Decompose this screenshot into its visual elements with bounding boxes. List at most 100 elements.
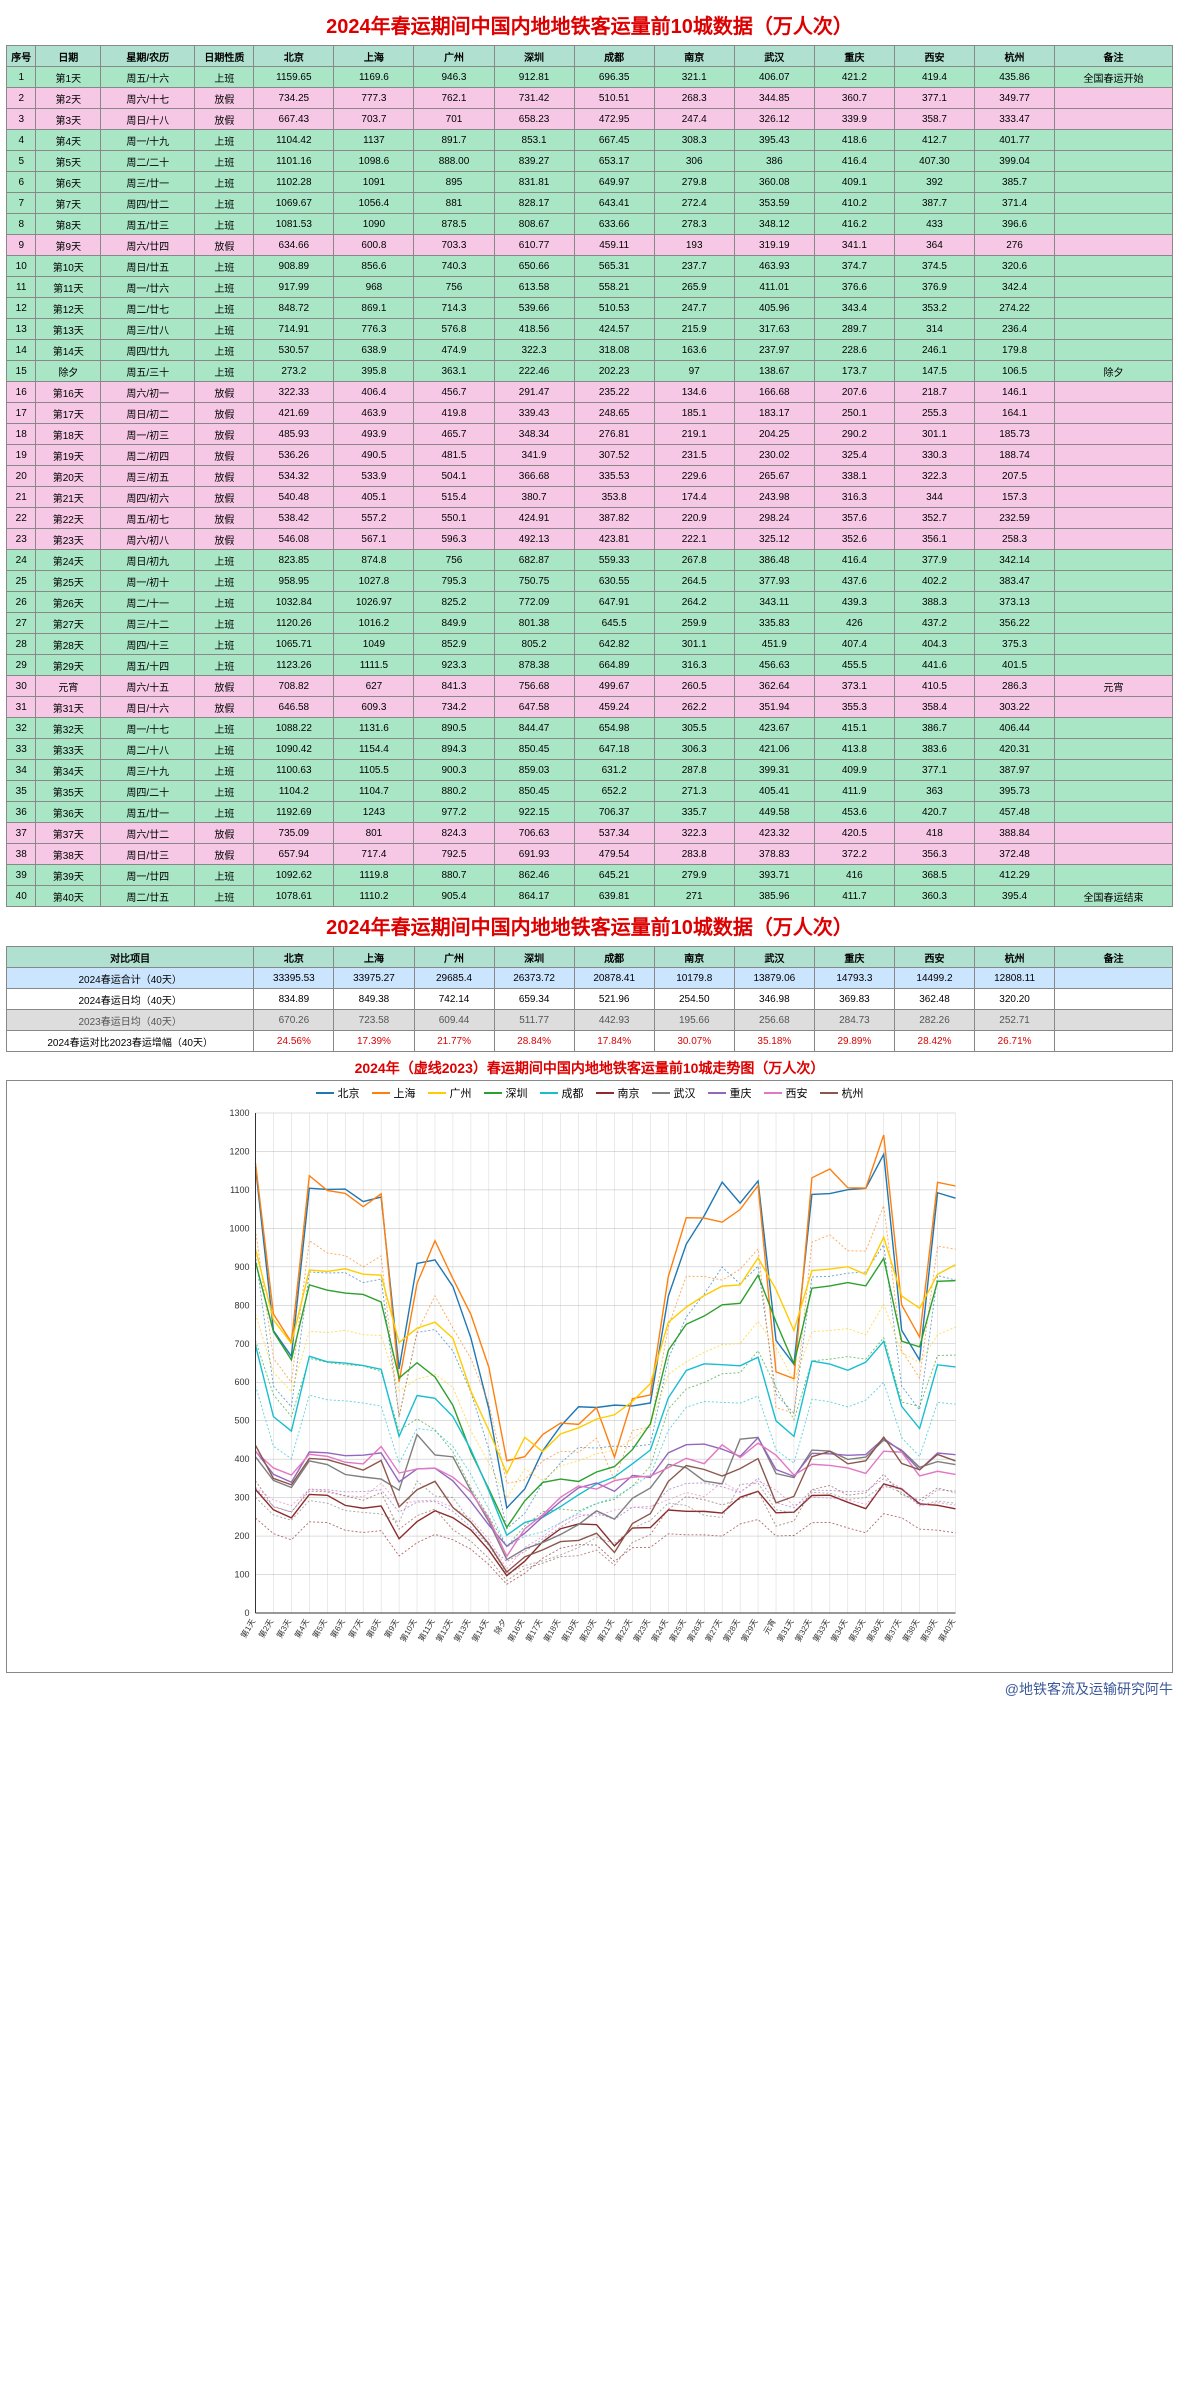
table-row: 35第35天周四/二十上班1104.21104.7880.2850.45652.… [7,781,1173,802]
svg-text:400: 400 [234,1454,249,1464]
table-row: 21第21天周四/初六放假540.48405.1515.4380.7353.81… [7,487,1173,508]
city-header: 成都 [574,46,654,67]
legend-item: 北京 [316,1085,360,1101]
legend-item: 武汉 [652,1085,696,1101]
summary-row: 2024春运日均（40天）834.89849.38742.14659.34521… [7,989,1173,1010]
summary-row: 2024春运对比2023春运增幅（40天）24.56%17.39%21.77%2… [7,1031,1173,1052]
city-header: 深圳 [494,46,574,67]
table-row: 16第16天周六/初一放假322.33406.4456.7291.47235.2… [7,382,1173,403]
table-row: 29第29天周五/十四上班1123.261111.5923.3878.38664… [7,655,1173,676]
legend-item: 西安 [764,1085,808,1101]
table-row: 10第10天周日/廿五上班908.89856.6740.3650.66565.3… [7,256,1173,277]
svg-text:0: 0 [244,1608,249,1618]
svg-text:第8天: 第8天 [364,1617,383,1640]
table-row: 14第14天周四/廿九上班530.57638.9474.9322.3318.08… [7,340,1173,361]
table-row: 12第12天周二/廿七上班848.72869.1714.3539.66510.5… [7,298,1173,319]
svg-text:500: 500 [234,1416,249,1426]
table-row: 40第40天周二/廿五上班1078.611110.2905.4864.17639… [7,886,1173,907]
table-row: 24第24天周日/初九上班823.85874.8756682.87559.332… [7,550,1173,571]
table-row: 33第33天周二/十八上班1090.421154.4894.3850.45647… [7,739,1173,760]
city-header: 广州 [414,46,494,67]
svg-text:1100: 1100 [230,1185,249,1195]
main-title-1: 2024年春运期间中国内地地铁客运量前10城数据（万人次） [6,10,1173,39]
svg-text:1300: 1300 [229,1108,249,1118]
footer-credit: @地铁客流及运输研究阿牛 [6,1679,1173,1699]
svg-text:第9天: 第9天 [382,1617,401,1640]
legend-item: 重庆 [708,1085,752,1101]
svg-text:第3天: 第3天 [274,1617,293,1640]
svg-text:除夕: 除夕 [492,1617,509,1636]
col-header: 星期/农历 [101,46,195,67]
svg-text:100: 100 [234,1570,249,1580]
table-row: 39第39天周一/廿四上班1092.621119.8880.7862.46645… [7,865,1173,886]
table-row: 32第32天周一/十七上班1088.221131.6890.5844.47654… [7,718,1173,739]
svg-text:700: 700 [234,1339,249,1349]
table-row: 17第17天周日/初二放假421.69463.9419.8339.43248.6… [7,403,1173,424]
svg-text:元宵: 元宵 [761,1617,778,1636]
city-header: 杭州 [975,46,1055,67]
table-row: 38第38天周日/廿三放假657.94717.4792.5691.93479.5… [7,844,1173,865]
summary-row: 2023春运日均（40天）670.26723.58609.44511.77442… [7,1010,1173,1031]
table-row: 28第28天周四/十三上班1065.711049852.9805.2642.82… [7,634,1173,655]
table-row: 31第31天周日/十六放假646.58609.3734.2647.58459.2… [7,697,1173,718]
table-row: 6第6天周三/廿一上班1102.281091895831.81649.97279… [7,172,1173,193]
table-row: 13第13天周三/廿八上班714.91776.3576.8418.56424.5… [7,319,1173,340]
table-row: 2第2天周六/十七放假734.25777.3762.1731.42510.512… [7,88,1173,109]
city-header: 重庆 [814,46,894,67]
table-row: 18第18天周一/初三放假485.93493.9465.7348.34276.8… [7,424,1173,445]
svg-text:第6天: 第6天 [328,1617,347,1640]
table-row: 19第19天周二/初四放假536.26490.5481.5341.9307.52… [7,445,1173,466]
table-row: 22第22天周五/初七放假538.42557.2550.1424.91387.8… [7,508,1173,529]
svg-text:第2天: 第2天 [256,1617,275,1640]
table-row: 5第5天周二/二十上班1101.161098.6888.00839.27653.… [7,151,1173,172]
daily-table: 序号日期星期/农历日期性质北京上海广州深圳成都南京武汉重庆西安杭州备注1第1天周… [6,45,1173,907]
legend-item: 上海 [372,1085,416,1101]
table-row: 36第36天周五/廿一上班1192.691243977.2922.15706.3… [7,802,1173,823]
svg-text:第10天: 第10天 [398,1617,419,1644]
table-row: 3第3天周日/十八放假667.43703.7701658.23472.95247… [7,109,1173,130]
legend-item: 成都 [540,1085,584,1101]
legend-item: 杭州 [820,1085,864,1101]
city-header: 武汉 [734,46,814,67]
table-row: 34第34天周三/十九上班1100.631105.5900.3859.03631… [7,760,1173,781]
svg-text:第29天: 第29天 [739,1617,760,1644]
chart-title: 2024年（虚线2023）春运期间中国内地地铁客运量前10城走势图（万人次） [6,1058,1173,1078]
table-row: 20第20天周三/初五放假534.32533.9504.1366.68335.5… [7,466,1173,487]
legend-item: 深圳 [484,1085,528,1101]
table-row: 9第9天周六/廿四放假634.66600.8703.3610.77459.111… [7,235,1173,256]
table-row: 8第8天周五/廿三上班1081.531090878.5808.67633.662… [7,214,1173,235]
table-row: 30元宵周六/十五放假708.82627841.3756.68499.67260… [7,676,1173,697]
main-title-2: 2024年春运期间中国内地地铁客运量前10城数据（万人次） [6,911,1173,940]
svg-text:1000: 1000 [229,1223,249,1233]
col-header: 备注 [1055,46,1173,67]
city-header: 西安 [894,46,974,67]
chart-container: 北京 上海 广州 深圳 成都 南京 武汉 重庆 西安 杭州 0100200300… [6,1080,1173,1673]
svg-text:第5天: 第5天 [310,1617,329,1640]
table-row: 7第7天周四/廿二上班1069.671056.4881828.17643.412… [7,193,1173,214]
svg-text:600: 600 [234,1377,249,1387]
city-header: 上海 [334,46,414,67]
col-header: 日期性质 [195,46,254,67]
legend-item: 南京 [596,1085,640,1101]
summary-row: 2024春运合计（40天）33395.5333975.2729685.42637… [7,968,1173,989]
city-header: 南京 [654,46,734,67]
line-chart: 0100200300400500600700800900100011001200… [11,1105,1168,1665]
table-row: 37第37天周六/廿二放假735.09801824.3706.63537.343… [7,823,1173,844]
svg-text:1200: 1200 [229,1146,249,1156]
svg-text:第7天: 第7天 [346,1617,365,1640]
table-row: 23第23天周六/初八放假546.08567.1596.3492.13423.8… [7,529,1173,550]
table-row: 25第25天周一/初十上班958.951027.8795.3750.75630.… [7,571,1173,592]
table-row: 15除夕周五/三十上班273.2395.8363.1222.46202.2397… [7,361,1173,382]
legend-item: 广州 [428,1085,472,1101]
chart-legend: 北京 上海 广州 深圳 成都 南京 武汉 重庆 西安 杭州 [11,1085,1168,1101]
svg-text:第1天: 第1天 [238,1617,257,1640]
svg-text:900: 900 [234,1262,249,1272]
svg-text:第4天: 第4天 [292,1617,311,1640]
table-row: 26第26天周二/十一上班1032.841026.97825.2772.0964… [7,592,1173,613]
table-row: 11第11天周一/廿六上班917.99968756613.58558.21265… [7,277,1173,298]
table-row: 4第4天周一/十九上班1104.421137891.7853.1667.4530… [7,130,1173,151]
svg-text:第40天: 第40天 [936,1617,957,1644]
col-header: 日期 [36,46,101,67]
table-row: 1第1天周五/十六上班1159.651169.6946.3912.81696.3… [7,67,1173,88]
svg-text:800: 800 [234,1300,249,1310]
